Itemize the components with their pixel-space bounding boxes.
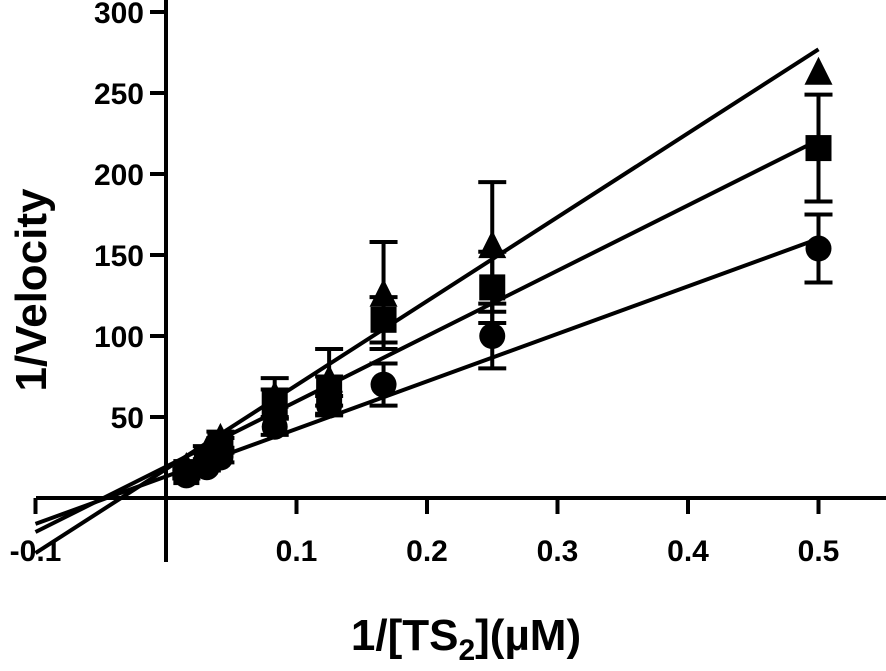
data-point-square [479, 274, 506, 301]
data-point-triangle [804, 56, 833, 85]
x-tick-label: -0.1 [10, 535, 62, 568]
fit-line-circle [34, 236, 820, 526]
data-point-triangle [369, 278, 398, 307]
data-point-triangle [206, 422, 235, 451]
x-axis-title: 1/[TS2](µM) [351, 611, 581, 667]
data-point-triangle [260, 380, 289, 409]
data-point-triangle [315, 364, 344, 393]
data-point-circle [479, 323, 506, 349]
x-tick-label: 0.2 [406, 535, 448, 568]
x-tick-label: 0.5 [798, 535, 840, 568]
y-tick-label: 250 [94, 78, 144, 111]
x-tick-label: 0.4 [667, 535, 709, 568]
data-markers [172, 56, 833, 489]
data-point-circle [261, 413, 288, 440]
fit-line-triangle [34, 47, 820, 555]
y-tick-label: 50 [111, 402, 144, 435]
y-tick-label: 200 [94, 159, 144, 192]
x-tick-label: 0.1 [276, 535, 318, 568]
data-point-square [805, 135, 832, 162]
y-tick-label: 150 [94, 240, 144, 273]
fit-lines [34, 47, 820, 555]
data-point-circle [370, 371, 397, 398]
data-point-square [370, 306, 397, 333]
y-tick-label: 300 [94, 0, 144, 30]
axis-ticks [33, 10, 821, 514]
x-tick-label: 0.3 [537, 535, 579, 568]
y-tick-label: 100 [94, 321, 144, 354]
data-point-triangle [172, 452, 201, 481]
data-point-circle [805, 235, 832, 262]
y-axis-title: 1/Velocity [7, 188, 56, 392]
data-point-triangle [192, 435, 221, 464]
axis-tick-labels: -0.1 0.1 0.2 0.3 0.4 0.5 50 100 150 200 250 300 [10, 0, 840, 568]
data-point-triangle [478, 230, 507, 259]
